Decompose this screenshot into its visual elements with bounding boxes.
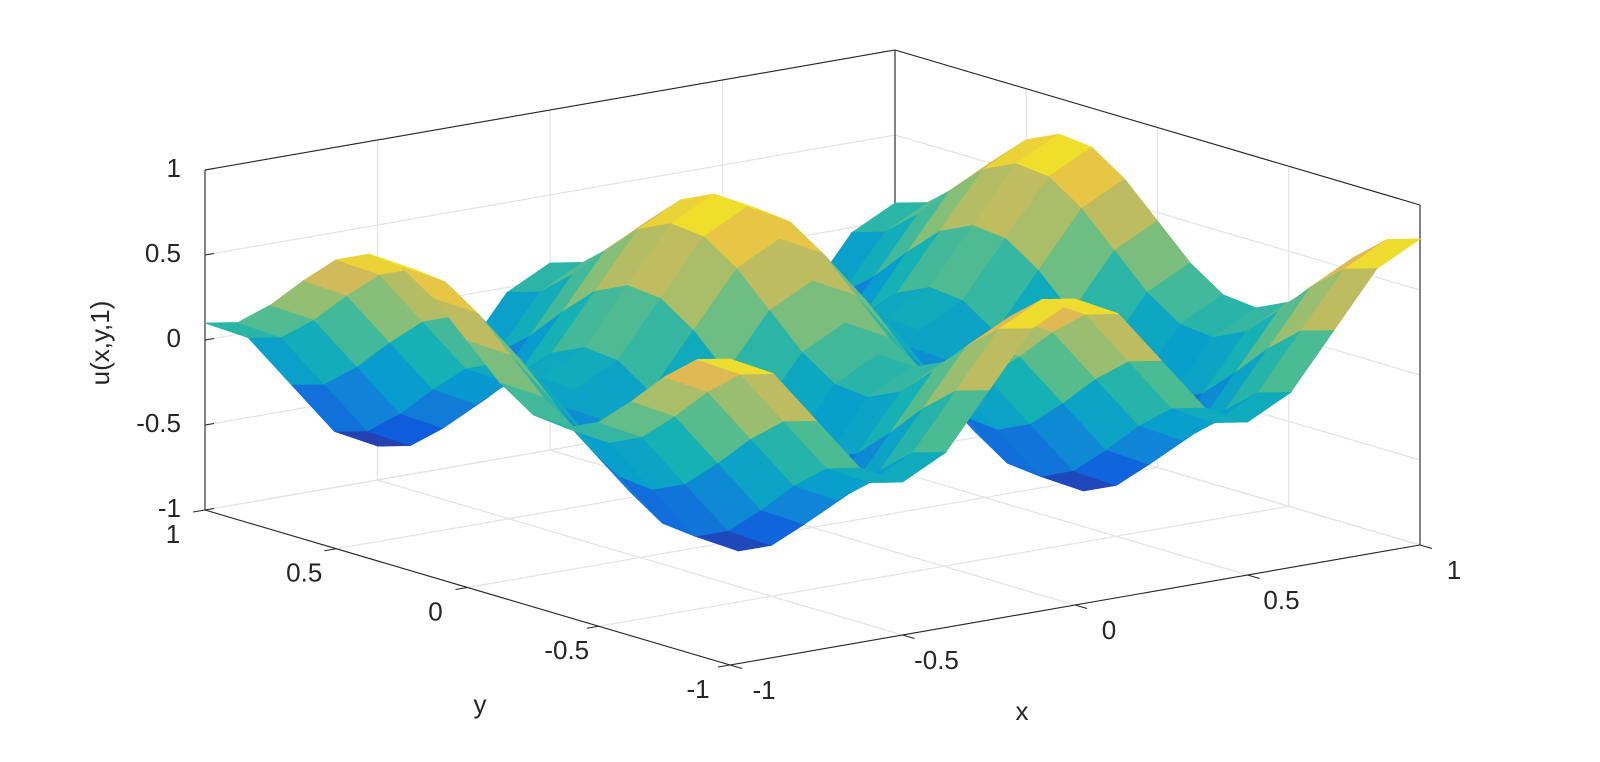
tick-mark bbox=[204, 167, 215, 171]
y-tick-label: 0.5 bbox=[286, 558, 322, 588]
x-axis-label: x bbox=[1016, 696, 1029, 726]
grid-line bbox=[598, 505, 1289, 627]
y-tick-label: 1 bbox=[166, 519, 180, 549]
axis-line bbox=[204, 49, 896, 171]
x-tick-label: -0.5 bbox=[914, 645, 959, 675]
tick-mark bbox=[204, 422, 215, 426]
y-tick-label: 0 bbox=[428, 596, 442, 626]
z-tick-label: 0 bbox=[167, 323, 181, 353]
x-tick-label: -1 bbox=[752, 675, 775, 705]
tick-mark bbox=[902, 634, 915, 640]
grid-line bbox=[467, 466, 1158, 589]
x-tick-label: 1 bbox=[1447, 555, 1461, 585]
x-tick-label: 0 bbox=[1102, 615, 1116, 645]
tick-mark bbox=[717, 664, 731, 668]
grid-line bbox=[894, 134, 1421, 291]
z-tick-label: -0.5 bbox=[136, 408, 181, 438]
y-axis-label: y bbox=[474, 689, 487, 719]
z-tick-label: -1 bbox=[158, 493, 181, 523]
z-axis-label: u(x,y,1) bbox=[85, 301, 115, 386]
grid-line bbox=[204, 134, 896, 256]
tick-mark bbox=[455, 586, 468, 591]
tick-mark bbox=[1419, 544, 1433, 550]
tick-mark bbox=[192, 509, 206, 513]
tick-mark bbox=[1074, 604, 1088, 610]
z-tick-label: 0.5 bbox=[145, 238, 181, 268]
x-tick-label: 0.5 bbox=[1263, 585, 1299, 615]
z-tick-label: 1 bbox=[167, 153, 181, 183]
tick-mark bbox=[204, 252, 215, 256]
surface-patch bbox=[697, 358, 774, 375]
tick-mark bbox=[1247, 574, 1260, 580]
tick-mark bbox=[729, 664, 743, 670]
y-tick-label: -1 bbox=[686, 674, 709, 704]
tick-mark bbox=[586, 625, 599, 629]
surface-patch bbox=[1342, 238, 1422, 270]
tick-mark bbox=[204, 337, 215, 341]
tick-mark bbox=[204, 507, 215, 511]
y-tick-label: -0.5 bbox=[544, 635, 589, 665]
axis-line bbox=[894, 49, 1421, 206]
tick-mark bbox=[324, 548, 337, 552]
